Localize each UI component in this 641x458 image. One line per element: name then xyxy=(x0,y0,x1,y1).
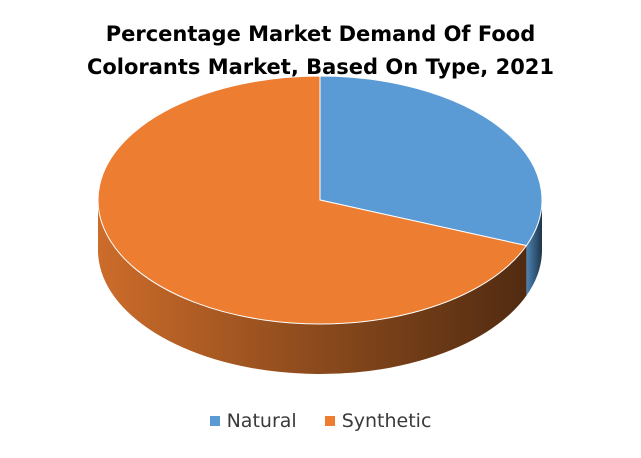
chart-title-line-1: Percentage Market Demand Of Food xyxy=(105,22,536,46)
legend-swatch-natural xyxy=(209,416,220,426)
chart-title: Percentage Market Demand Of Food Coloran… xyxy=(0,18,641,84)
legend-label-synthetic: Synthetic xyxy=(341,410,432,432)
chart-legend: Natural Synthetic xyxy=(0,410,641,432)
pie-side-synthetic xyxy=(98,200,527,374)
pie-slice-synthetic xyxy=(97,75,527,325)
chart-title-line-2: Colorants Market, Based On Type, 2021 xyxy=(86,55,555,79)
legend-swatch-synthetic xyxy=(324,416,335,426)
pie-slice-natural xyxy=(319,75,543,247)
legend-item-synthetic: Synthetic xyxy=(324,410,432,432)
legend-item-natural: Natural xyxy=(209,410,297,432)
legend-label-natural: Natural xyxy=(226,410,297,432)
